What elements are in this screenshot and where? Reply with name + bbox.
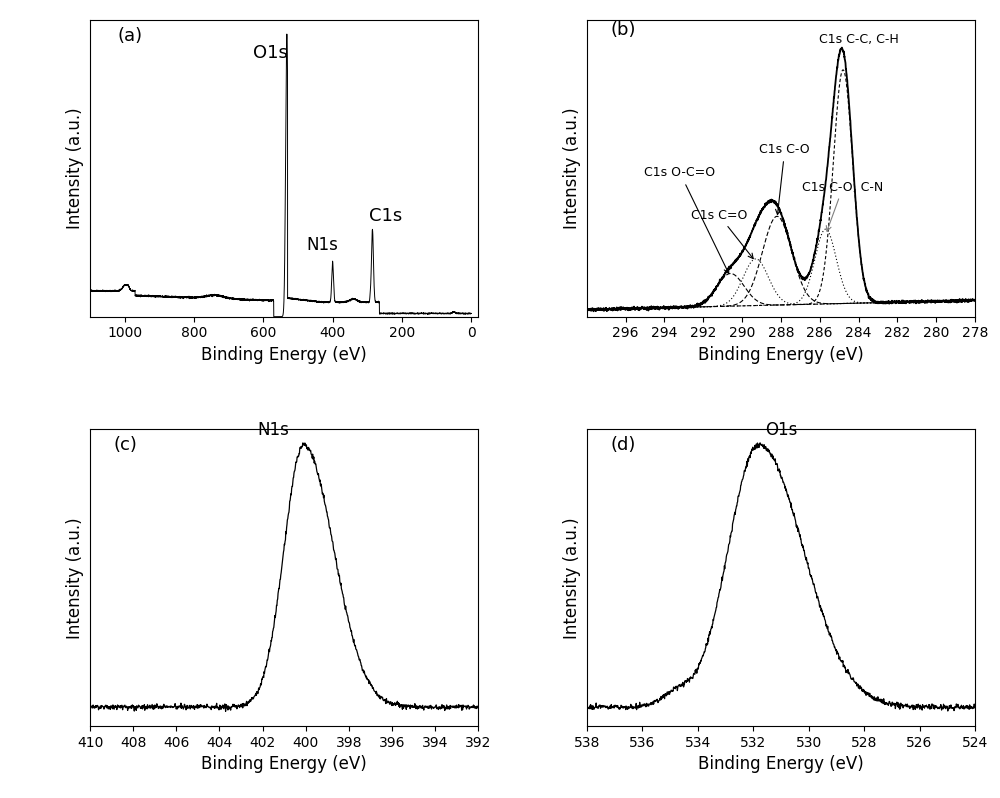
Text: (b): (b) (610, 21, 636, 39)
Text: O1s: O1s (765, 421, 797, 439)
X-axis label: Binding Energy (eV): Binding Energy (eV) (698, 346, 864, 364)
Text: (a): (a) (117, 26, 142, 45)
Text: C1s C-O, C-N: C1s C-O, C-N (802, 180, 884, 231)
Y-axis label: Intensity (a.u.): Intensity (a.u.) (66, 517, 84, 638)
X-axis label: Binding Energy (eV): Binding Energy (eV) (201, 756, 367, 773)
Text: N1s: N1s (257, 421, 289, 440)
Text: O1s: O1s (253, 44, 288, 62)
Text: N1s: N1s (306, 236, 338, 255)
Text: (c): (c) (113, 437, 137, 454)
X-axis label: Binding Energy (eV): Binding Energy (eV) (201, 346, 367, 364)
X-axis label: Binding Energy (eV): Binding Energy (eV) (698, 756, 864, 773)
Y-axis label: Intensity (a.u.): Intensity (a.u.) (66, 108, 84, 229)
Text: (d): (d) (610, 437, 636, 454)
Text: C1s C=O: C1s C=O (691, 208, 753, 259)
Text: C1s: C1s (369, 207, 402, 225)
Text: C1s C-C, C-H: C1s C-C, C-H (819, 34, 898, 46)
Text: C1s C-O: C1s C-O (759, 143, 810, 215)
Text: C1s O-C=O: C1s O-C=O (644, 167, 729, 274)
Y-axis label: Intensity (a.u.): Intensity (a.u.) (563, 517, 581, 638)
Y-axis label: Intensity (a.u.): Intensity (a.u.) (563, 108, 581, 229)
